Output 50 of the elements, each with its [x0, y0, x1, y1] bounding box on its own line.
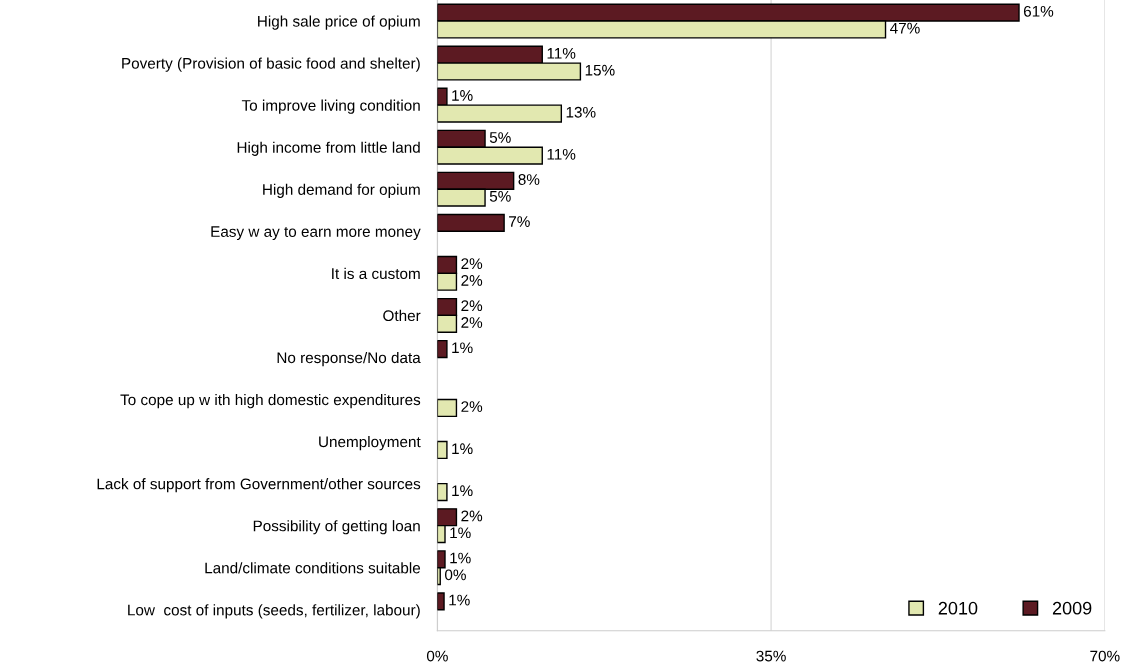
- legend-label: 2010: [938, 601, 978, 615]
- y-tick-label: High income from little land: [237, 141, 420, 156]
- data-label: 2%: [461, 317, 483, 328]
- y-tick-label: Possibility of getting loan: [253, 520, 420, 535]
- y-tick-label: Lack of support from Government/other sources: [97, 478, 421, 493]
- y-tick-label: High demand for opium: [263, 183, 420, 198]
- data-label: 2%: [461, 258, 483, 269]
- data-label: 1%: [450, 527, 471, 539]
- data-label: 2%: [461, 401, 483, 412]
- y-tick-label: Low cost of inputs (seeds, fertilizer, labour): [128, 604, 420, 619]
- y-tick-label: Other: [383, 309, 421, 322]
- bar: [437, 440, 448, 460]
- bar: [437, 339, 448, 359]
- data-label: 61%: [1023, 5, 1054, 17]
- data-label: 5%: [489, 132, 511, 143]
- data-label: 8%: [518, 174, 540, 185]
- x-tick-label: 70%: [1090, 650, 1120, 662]
- bar: [437, 592, 445, 611]
- data-label: 2%: [461, 300, 483, 312]
- data-label: 13%: [566, 106, 596, 118]
- y-tick-label: Land/climate conditions suitable: [205, 562, 421, 574]
- y-tick-label: To cope up w ith high domestic expenditures: [120, 393, 421, 409]
- y-tick-label: Unemployment: [319, 436, 421, 451]
- data-label: 11%: [547, 148, 576, 160]
- data-label: 2%: [461, 510, 483, 522]
- data-label: 1%: [452, 485, 473, 497]
- data-label: 1%: [450, 552, 471, 564]
- y-tick-label: No response/No data: [277, 351, 421, 367]
- x-tick-label: 35%: [756, 650, 786, 662]
- data-label: 7%: [509, 216, 530, 227]
- y-tick-label: Poverty (Provision of basic food and shelter): [122, 57, 420, 72]
- bar: [437, 398, 458, 418]
- legend-label: 2009: [1052, 601, 1092, 615]
- y-tick-label: It is a custom: [332, 267, 420, 280]
- data-label: 15%: [585, 64, 615, 76]
- data-label: 0%: [445, 569, 466, 581]
- y-tick-label: To improve living condition: [241, 99, 420, 114]
- bar: [437, 213, 505, 232]
- data-label: 1%: [452, 342, 473, 354]
- y-tick-label: High sale price of opium: [258, 15, 420, 30]
- y-tick-label: Easy w ay to earn more money: [211, 226, 421, 240]
- data-label: 47%: [890, 22, 920, 34]
- data-label: 5%: [489, 191, 511, 202]
- data-label: 1%: [452, 90, 473, 101]
- data-label: 11%: [547, 48, 576, 59]
- data-label: 1%: [449, 594, 470, 606]
- bar: [437, 482, 448, 502]
- x-tick-label: 0%: [426, 650, 448, 662]
- data-label: 1%: [452, 443, 473, 455]
- data-label: 2%: [461, 275, 483, 286]
